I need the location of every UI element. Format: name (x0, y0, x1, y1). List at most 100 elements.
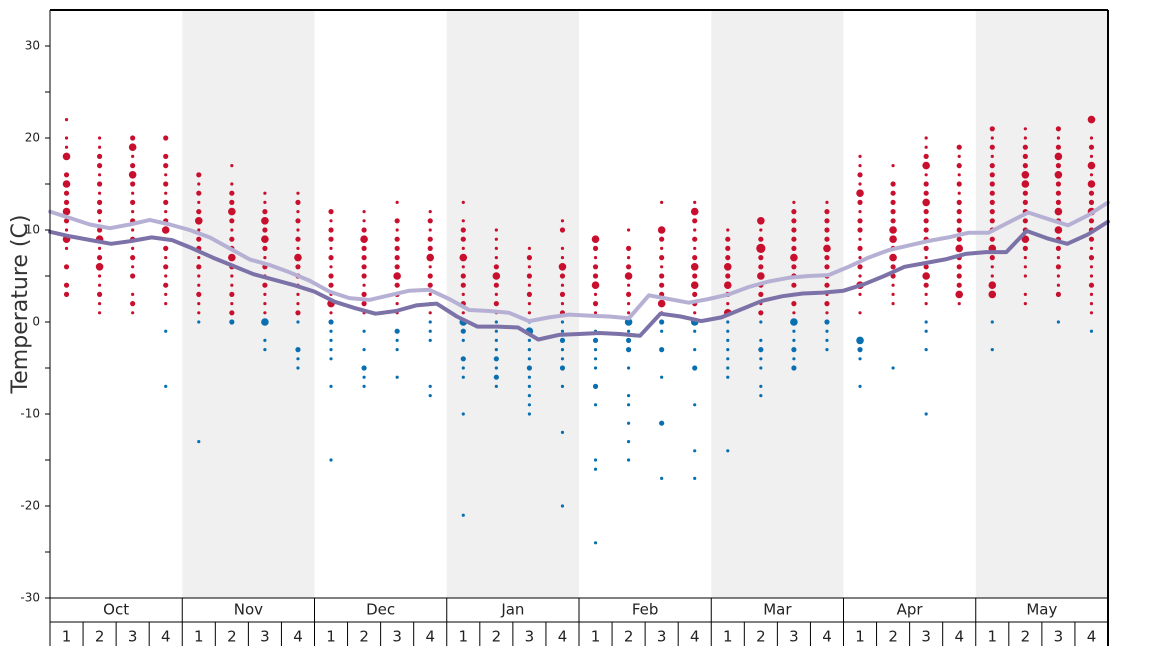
warm-temp-dot (989, 199, 995, 205)
warm-temp-dot (130, 181, 136, 187)
warm-temp-dot (923, 282, 929, 288)
warm-temp-dot (493, 282, 499, 288)
cold-temp-dot (626, 366, 631, 370)
warm-temp-dot (97, 302, 102, 306)
warm-temp-dot (1022, 153, 1028, 159)
warm-temp-dot (757, 217, 765, 225)
warm-temp-dot (427, 245, 433, 251)
week-label: 4 (954, 628, 964, 646)
warm-temp-dot (856, 189, 864, 197)
cold-temp-dot (759, 320, 763, 324)
warm-temp-dot (1089, 302, 1094, 306)
week-label: 1 (591, 628, 601, 646)
warm-temp-dot (97, 274, 102, 278)
cold-temp-dot (460, 328, 466, 334)
warm-temp-dot (96, 255, 103, 261)
warm-temp-dot (592, 273, 599, 279)
month-label: Dec (366, 601, 395, 619)
warm-temp-dot (591, 281, 600, 290)
warm-temp-dot (494, 292, 498, 296)
cold-temp-dot (625, 347, 632, 353)
warm-temp-dot (890, 181, 896, 187)
cold-temp-dot (263, 348, 267, 352)
warm-temp-dot (560, 302, 565, 306)
warm-temp-dot (924, 292, 928, 296)
cold-temp-dot (659, 420, 665, 426)
week-label: 3 (789, 628, 799, 646)
warm-temp-dot (657, 226, 666, 234)
week-label: 4 (293, 628, 303, 646)
warm-temp-dot (759, 228, 763, 232)
cold-temp-dot (428, 384, 432, 388)
warm-temp-dot (197, 302, 201, 306)
warm-temp-dot (131, 210, 135, 214)
warm-temp-dot (857, 245, 863, 251)
warm-temp-dot (163, 153, 169, 159)
warm-temp-dot (625, 245, 632, 251)
warm-temp-dot (163, 135, 169, 141)
week-label: 1 (855, 628, 865, 646)
warm-temp-dot (296, 292, 300, 296)
cold-temp-dot (296, 357, 300, 361)
warm-temp-dot (263, 292, 267, 296)
cold-temp-dot (693, 403, 697, 407)
warm-temp-dot (857, 218, 863, 224)
warm-temp-dot (825, 311, 829, 315)
warm-temp-dot (527, 265, 532, 269)
warm-temp-dot (890, 190, 896, 196)
cold-temp-dot (229, 319, 235, 325)
warm-temp-dot (922, 198, 930, 207)
week-label: 3 (1054, 628, 1064, 646)
cold-temp-dot (693, 348, 697, 352)
warm-temp-dot (593, 311, 598, 315)
warm-temp-dot (791, 218, 797, 224)
warm-temp-dot (230, 164, 234, 168)
warm-temp-dot (1087, 161, 1096, 170)
week-label: 2 (359, 628, 369, 646)
cold-temp-dot (559, 337, 566, 343)
cold-temp-dot (660, 329, 664, 333)
cold-temp-dot (261, 318, 269, 326)
warm-temp-dot (626, 283, 631, 287)
cold-temp-dot (560, 504, 565, 508)
warm-temp-dot (196, 190, 202, 196)
week-label: 2 (227, 628, 237, 646)
warm-temp-dot (559, 273, 566, 279)
warm-temp-dot (494, 237, 498, 241)
warm-temp-dot (262, 227, 268, 233)
warm-temp-dot (394, 255, 400, 261)
warm-temp-dot (230, 283, 234, 287)
warm-temp-dot (923, 181, 929, 187)
cold-temp-dot (792, 329, 796, 333)
warm-temp-dot (527, 311, 532, 315)
cold-temp-dot (626, 440, 631, 444)
warm-temp-dot (957, 191, 961, 195)
warm-temp-dot (1055, 163, 1062, 169)
week-label: 3 (525, 628, 535, 646)
warm-temp-dot (64, 145, 69, 149)
warm-temp-dot (791, 282, 797, 288)
warm-temp-dot (96, 291, 103, 297)
warm-temp-dot (97, 311, 102, 315)
warm-temp-dot (1023, 136, 1027, 140)
warm-temp-dot (196, 236, 202, 242)
warm-temp-dot (956, 236, 962, 242)
warm-temp-dot (1054, 207, 1063, 216)
warm-temp-dot (228, 207, 236, 216)
warm-temp-dot (758, 264, 764, 270)
cold-temp-dot (461, 412, 465, 416)
warm-temp-dot (757, 272, 765, 280)
warm-temp-dot (428, 311, 432, 315)
warm-temp-dot (825, 200, 829, 204)
warm-temp-dot (990, 136, 994, 140)
warm-temp-dot (395, 302, 399, 306)
warm-temp-dot (690, 263, 699, 271)
warm-temp-dot (957, 302, 961, 306)
warm-temp-dot (1023, 292, 1027, 296)
cold-temp-dot (263, 338, 267, 342)
warm-temp-dot (395, 228, 399, 232)
warm-temp-dot (955, 244, 964, 253)
week-label: 1 (62, 628, 72, 646)
warm-temp-dot (427, 218, 433, 224)
